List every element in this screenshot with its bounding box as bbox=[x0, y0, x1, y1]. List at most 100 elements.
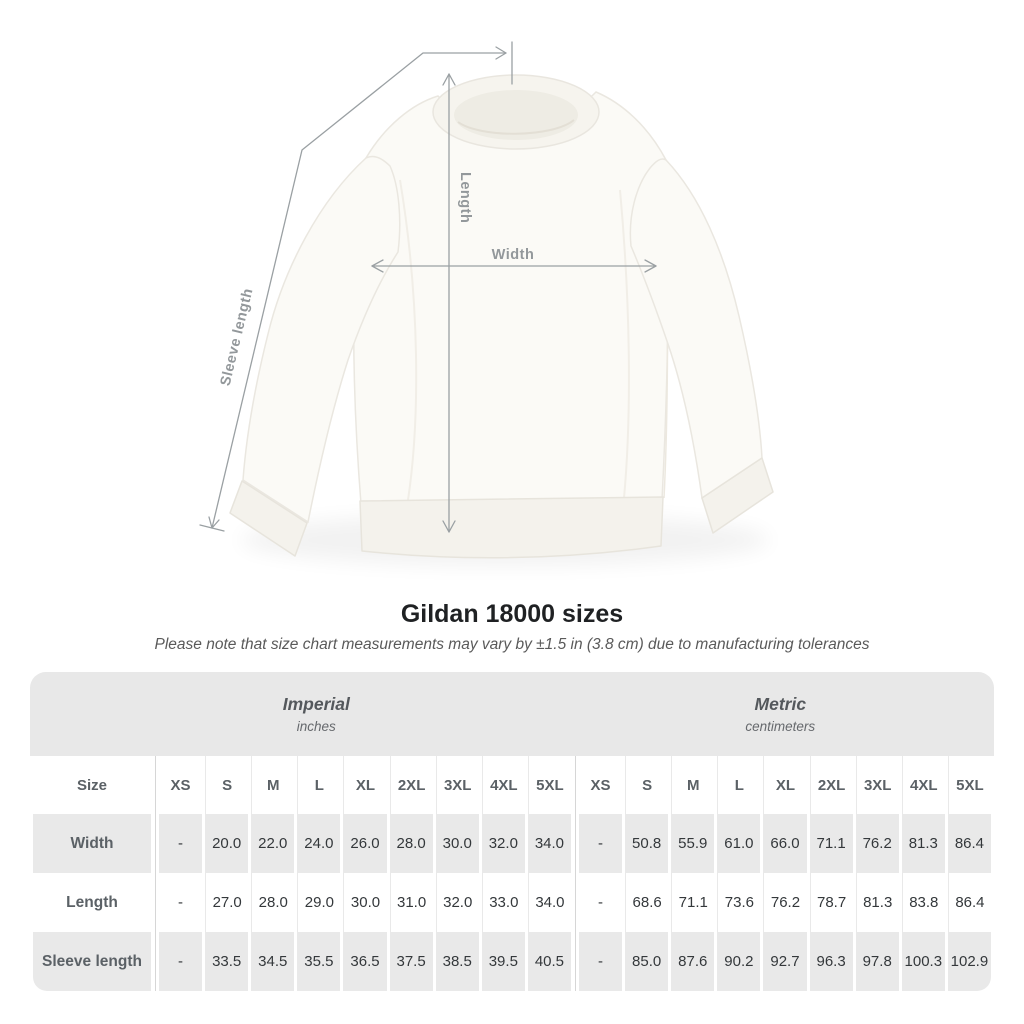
imperial-value-cell: 30.0 bbox=[343, 873, 387, 932]
metric-label: Metric bbox=[754, 694, 807, 714]
imperial-label: Imperial bbox=[282, 694, 350, 714]
size-header-metric: XS bbox=[578, 756, 623, 814]
imperial-value-cell: 29.0 bbox=[297, 873, 341, 932]
collar-opening bbox=[454, 90, 578, 140]
measurement-row-label: Length bbox=[33, 873, 151, 932]
imperial-value-cell: 32.0 bbox=[435, 873, 479, 932]
metric-value-cell: 66.0 bbox=[763, 814, 807, 873]
size-header-metric: 5XL bbox=[947, 756, 991, 814]
metric-value-cell: - bbox=[578, 932, 623, 991]
metric-value-cell: 86.4 bbox=[947, 814, 991, 873]
imperial-value-cell: 30.0 bbox=[435, 814, 479, 873]
metric-value-cell: 100.3 bbox=[901, 932, 945, 991]
metric-value-cell: 102.9 bbox=[947, 932, 991, 991]
metric-value-cell: - bbox=[578, 873, 623, 932]
unit-group-divider bbox=[573, 932, 576, 991]
metric-unit-label: centimeters bbox=[745, 719, 816, 734]
metric-value-cell: 71.1 bbox=[809, 814, 853, 873]
sleeve-measure-line bbox=[199, 41, 513, 532]
imperial-value-cell: 38.5 bbox=[435, 932, 479, 991]
length-measure-line bbox=[442, 73, 456, 533]
size-header-imperial: M bbox=[251, 756, 295, 814]
metric-value-cell: 78.7 bbox=[809, 873, 853, 932]
metric-value-cell: 86.4 bbox=[947, 873, 991, 932]
metric-value-cell: - bbox=[578, 814, 623, 873]
imperial-value-cell: 22.0 bbox=[251, 814, 295, 873]
length-label: Length bbox=[457, 172, 473, 223]
imperial-value-cell: - bbox=[159, 814, 203, 873]
imperial-value-cell: 33.0 bbox=[481, 873, 525, 932]
metric-value-cell: 55.9 bbox=[671, 814, 715, 873]
hem-band bbox=[359, 496, 664, 559]
width-label: Width bbox=[492, 247, 535, 263]
sweatshirt-illustration: Length Width Sleeve length bbox=[199, 41, 774, 566]
imperial-value-cell: 20.0 bbox=[205, 814, 249, 873]
imperial-value-cell: 33.5 bbox=[205, 932, 249, 991]
imperial-value-cell: 39.5 bbox=[481, 932, 525, 991]
imperial-value-cell: 28.0 bbox=[251, 873, 295, 932]
product-diagram: Length Width Sleeve length bbox=[199, 41, 774, 566]
column-divider bbox=[154, 814, 156, 873]
column-divider bbox=[154, 756, 156, 814]
imperial-value-cell: 27.0 bbox=[205, 873, 249, 932]
page-title: Gildan 18000 sizes bbox=[400, 600, 624, 628]
imperial-value-cell: 28.0 bbox=[389, 814, 433, 873]
size-header-metric: 2XL bbox=[809, 756, 853, 814]
size-header-imperial: 4XL bbox=[481, 756, 525, 814]
metric-value-cell: 76.2 bbox=[855, 814, 899, 873]
unit-group-divider bbox=[573, 873, 576, 932]
size-header-metric: 3XL bbox=[855, 756, 899, 814]
column-divider bbox=[154, 873, 156, 932]
size-header-imperial: XS bbox=[159, 756, 203, 814]
metric-value-cell: 87.6 bbox=[671, 932, 715, 991]
right-cuff bbox=[701, 457, 774, 534]
imperial-value-cell: 24.0 bbox=[297, 814, 341, 873]
size-table: Size XS S M L XL 2XL 3XL 4XL 5XL XS S M L XL 2XL 3XL 4XL 5… bbox=[30, 756, 994, 991]
tolerance-note: Please note that size chart measurements… bbox=[154, 636, 870, 653]
imperial-value-cell: 40.5 bbox=[527, 932, 571, 991]
imperial-unit-label: inches bbox=[296, 719, 336, 734]
size-header-imperial: S bbox=[205, 756, 249, 814]
width-measure-line bbox=[371, 259, 657, 273]
size-header-imperial: XL bbox=[343, 756, 387, 814]
size-header-metric: XL bbox=[763, 756, 807, 814]
metric-value-cell: 73.6 bbox=[717, 873, 761, 932]
size-header-metric: S bbox=[625, 756, 669, 814]
sweatshirt-right-sleeve bbox=[629, 158, 763, 500]
sleeve-length-label: Sleeve length bbox=[218, 287, 257, 388]
imperial-unit-header: Imperial inches bbox=[30, 672, 577, 756]
column-divider bbox=[154, 932, 156, 991]
left-cuff bbox=[229, 480, 308, 557]
measurement-row-label: Sleeve length bbox=[33, 932, 151, 991]
imperial-value-cell: 34.5 bbox=[251, 932, 295, 991]
size-header-metric: 4XL bbox=[901, 756, 945, 814]
metric-value-cell: 68.6 bbox=[625, 873, 669, 932]
metric-value-cell: 81.3 bbox=[855, 873, 899, 932]
metric-value-cell: 97.8 bbox=[855, 932, 899, 991]
unit-header-band: Imperial inches Metric centimeters bbox=[30, 672, 994, 756]
size-header-metric: L bbox=[717, 756, 761, 814]
size-header-imperial: L bbox=[297, 756, 341, 814]
size-column-header: Size bbox=[33, 756, 151, 814]
imperial-value-cell: 37.5 bbox=[389, 932, 433, 991]
metric-value-cell: 61.0 bbox=[717, 814, 761, 873]
imperial-value-cell: 34.0 bbox=[527, 873, 571, 932]
sweatshirt-body bbox=[353, 91, 669, 505]
size-header-imperial: 5XL bbox=[527, 756, 571, 814]
metric-value-cell: 83.8 bbox=[901, 873, 945, 932]
metric-value-cell: 71.1 bbox=[671, 873, 715, 932]
metric-value-cell: 50.8 bbox=[625, 814, 669, 873]
metric-unit-header: Metric centimeters bbox=[577, 672, 994, 756]
size-table-card: Imperial inches Metric centimeters Size X… bbox=[30, 672, 994, 991]
imperial-value-cell: 32.0 bbox=[481, 814, 525, 873]
metric-value-cell: 96.3 bbox=[809, 932, 853, 991]
imperial-value-cell: - bbox=[159, 932, 203, 991]
unit-group-divider bbox=[573, 814, 576, 873]
imperial-value-cell: 36.5 bbox=[343, 932, 387, 991]
metric-value-cell: 76.2 bbox=[763, 873, 807, 932]
measurement-row-label: Width bbox=[33, 814, 151, 873]
metric-value-cell: 81.3 bbox=[901, 814, 945, 873]
size-header-imperial: 2XL bbox=[389, 756, 433, 814]
unit-group-divider bbox=[573, 756, 576, 814]
